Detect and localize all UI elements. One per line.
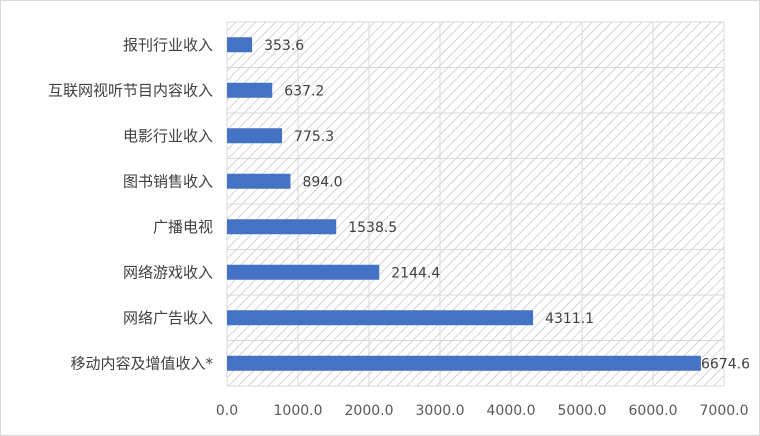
bar <box>227 219 337 235</box>
category-labels: 报刊行业收入互联网视听节目内容收入电影行业收入图书销售收入广播电视网络游戏收入网… <box>48 36 214 373</box>
category-label: 互联网视听节目内容收入 <box>48 81 213 99</box>
category-label: 广播电视 <box>153 218 213 236</box>
category-label: 网络游戏收入 <box>123 263 213 281</box>
bar <box>227 264 380 280</box>
bar <box>227 355 701 371</box>
bar <box>227 173 291 189</box>
value-label: 6674.6 <box>701 356 750 372</box>
x-tick-label: 3000.0 <box>416 403 465 419</box>
x-tick-label: 0.0 <box>216 403 238 419</box>
x-tick-labels: 0.0 1000.0 2000.0 3000.0 4000.0 5000.0 6000.0 7… <box>216 403 749 419</box>
value-label: 4311.1 <box>545 311 594 327</box>
bar <box>227 37 253 53</box>
category-label: 报刊行业收入 <box>123 36 213 54</box>
x-tick-label: 2000.0 <box>345 403 394 419</box>
value-label: 353.6 <box>264 38 304 54</box>
x-tick-label: 5000.0 <box>558 403 607 419</box>
gridlines <box>226 21 725 387</box>
category-label: 移动内容及增值收入* <box>70 354 213 372</box>
value-labels: 353.6 637.2 775.3 894.0 1538.5 2144.4 4311.1 66… <box>264 38 750 373</box>
bars <box>227 37 701 371</box>
value-label: 2144.4 <box>391 265 440 281</box>
x-tick-label: 4000.0 <box>487 403 536 419</box>
bar <box>227 82 273 98</box>
x-tick-label: 7000.0 <box>700 403 749 419</box>
category-label: 电影行业收入 <box>123 127 213 145</box>
value-label: 894.0 <box>302 174 342 190</box>
bar <box>227 128 283 144</box>
x-tick-label: 1000.0 <box>274 403 323 419</box>
value-label: 637.2 <box>284 83 324 99</box>
bar <box>227 310 534 326</box>
x-tick-label: 6000.0 <box>629 403 678 419</box>
value-label: 775.3 <box>294 129 334 145</box>
category-label: 图书销售收入 <box>123 172 213 190</box>
category-label: 网络广告收入 <box>123 309 213 327</box>
value-label: 1538.5 <box>348 220 397 236</box>
